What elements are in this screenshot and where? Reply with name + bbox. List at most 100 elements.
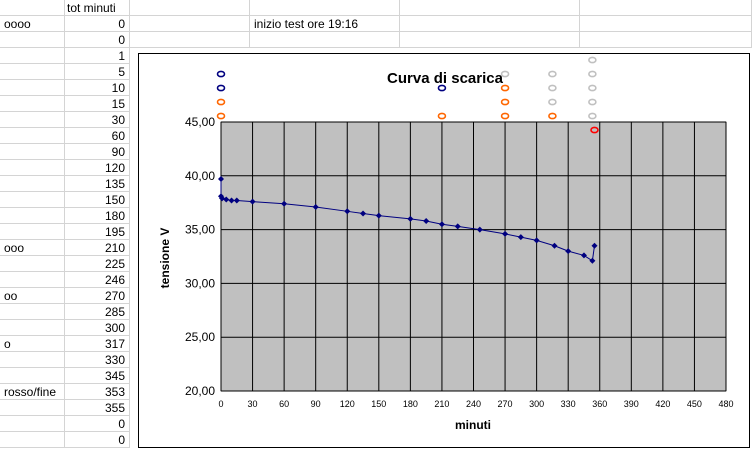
cell[interactable]: o bbox=[0, 336, 65, 352]
data-point[interactable] bbox=[249, 198, 256, 205]
cell[interactable] bbox=[0, 160, 65, 176]
cell[interactable]: 300 bbox=[65, 320, 130, 336]
data-point[interactable] bbox=[533, 237, 540, 244]
cell[interactable] bbox=[130, 32, 250, 48]
cell[interactable]: 353 bbox=[65, 384, 130, 400]
cell[interactable] bbox=[0, 128, 65, 144]
data-point[interactable] bbox=[281, 200, 288, 207]
data-point[interactable] bbox=[407, 215, 414, 222]
cell[interactable] bbox=[580, 16, 752, 32]
cell[interactable] bbox=[0, 224, 65, 240]
cell[interactable]: 0 bbox=[65, 432, 130, 448]
cell[interactable] bbox=[0, 352, 65, 368]
data-point[interactable] bbox=[228, 197, 235, 204]
cell[interactable] bbox=[0, 304, 65, 320]
cell[interactable]: 225 bbox=[65, 256, 130, 272]
cell[interactable]: 135 bbox=[65, 176, 130, 192]
data-point[interactable] bbox=[454, 223, 461, 230]
cell[interactable]: 0 bbox=[65, 32, 130, 48]
sheet-row: 90 bbox=[0, 144, 752, 160]
data-point[interactable] bbox=[502, 230, 509, 237]
cell[interactable]: 150 bbox=[65, 192, 130, 208]
cell[interactable]: 60 bbox=[65, 128, 130, 144]
cell[interactable] bbox=[0, 272, 65, 288]
cell[interactable]: 0 bbox=[65, 416, 130, 432]
cell[interactable] bbox=[0, 96, 65, 112]
cell[interactable] bbox=[400, 32, 580, 48]
data-point[interactable] bbox=[476, 226, 483, 233]
cell[interactable]: rosso/fine bbox=[0, 384, 65, 400]
cell[interactable] bbox=[400, 0, 580, 16]
cell[interactable]: oo bbox=[0, 288, 65, 304]
data-point[interactable] bbox=[591, 242, 598, 249]
data-point[interactable] bbox=[233, 197, 240, 204]
x-tick-label: 0 bbox=[218, 399, 223, 409]
cell[interactable] bbox=[0, 80, 65, 96]
cell[interactable]: 195 bbox=[65, 224, 130, 240]
cell[interactable]: 90 bbox=[65, 144, 130, 160]
cell[interactable] bbox=[0, 416, 65, 432]
data-point[interactable] bbox=[218, 176, 224, 183]
cell[interactable] bbox=[0, 192, 65, 208]
cell[interactable] bbox=[0, 208, 65, 224]
data-point[interactable] bbox=[589, 257, 596, 264]
cell[interactable]: 317 bbox=[65, 336, 130, 352]
cell[interactable]: 355 bbox=[65, 400, 130, 416]
cell[interactable] bbox=[0, 256, 65, 272]
cell[interactable] bbox=[0, 48, 65, 64]
test-start-note[interactable]: inizio test ore 19:16 bbox=[250, 16, 400, 32]
data-point[interactable] bbox=[360, 210, 367, 217]
cell[interactable] bbox=[580, 32, 752, 48]
cell[interactable] bbox=[580, 0, 752, 16]
cell[interactable]: 5 bbox=[65, 64, 130, 80]
data-point[interactable] bbox=[344, 208, 351, 215]
cell[interactable] bbox=[0, 400, 65, 416]
data-point[interactable] bbox=[423, 217, 430, 224]
cell[interactable] bbox=[0, 144, 65, 160]
cell[interactable] bbox=[0, 64, 65, 80]
cell[interactable] bbox=[0, 320, 65, 336]
sheet-row: 355 bbox=[0, 400, 752, 416]
cell[interactable] bbox=[250, 0, 400, 16]
cell[interactable]: 210 bbox=[65, 240, 130, 256]
cell[interactable] bbox=[400, 16, 580, 32]
cell[interactable] bbox=[130, 16, 250, 32]
cell[interactable]: 1 bbox=[65, 48, 130, 64]
cell[interactable]: 15 bbox=[65, 96, 130, 112]
status-marker bbox=[216, 98, 226, 106]
data-point[interactable] bbox=[219, 195, 226, 202]
data-point[interactable] bbox=[438, 221, 445, 228]
cell[interactable] bbox=[130, 0, 250, 16]
cell[interactable] bbox=[0, 368, 65, 384]
cell[interactable]: 10 bbox=[65, 80, 130, 96]
cell[interactable]: 330 bbox=[65, 352, 130, 368]
cell[interactable]: 0 bbox=[65, 16, 130, 32]
cell[interactable]: 180 bbox=[65, 208, 130, 224]
cell[interactable]: 270 bbox=[65, 288, 130, 304]
cell[interactable] bbox=[0, 176, 65, 192]
cell[interactable]: 285 bbox=[65, 304, 130, 320]
cell[interactable]: 345 bbox=[65, 368, 130, 384]
discharge-chart[interactable]: Curva di scarica minuti tensione V 20,00… bbox=[138, 53, 750, 448]
cell[interactable]: 246 bbox=[65, 272, 130, 288]
cell[interactable]: 30 bbox=[65, 112, 130, 128]
cell[interactable] bbox=[0, 0, 65, 16]
cell[interactable]: ooo bbox=[0, 240, 65, 256]
data-point[interactable] bbox=[312, 204, 319, 211]
sheet-row: 330 bbox=[0, 352, 752, 368]
cell[interactable] bbox=[0, 432, 65, 448]
cell[interactable] bbox=[0, 112, 65, 128]
data-point[interactable] bbox=[551, 242, 558, 249]
data-point[interactable] bbox=[565, 248, 572, 255]
column-header-tot-minuti[interactable]: tot minuti bbox=[65, 0, 130, 16]
sheet-row: 135 bbox=[0, 176, 752, 192]
x-tick-label: 450 bbox=[687, 399, 702, 409]
data-point[interactable] bbox=[517, 234, 524, 241]
cell[interactable]: 120 bbox=[65, 160, 130, 176]
data-point[interactable] bbox=[223, 196, 230, 203]
data-point[interactable] bbox=[375, 212, 382, 219]
cell[interactable] bbox=[0, 32, 65, 48]
cell[interactable]: oooo bbox=[0, 16, 65, 32]
data-point[interactable] bbox=[580, 252, 587, 259]
cell[interactable] bbox=[250, 32, 400, 48]
